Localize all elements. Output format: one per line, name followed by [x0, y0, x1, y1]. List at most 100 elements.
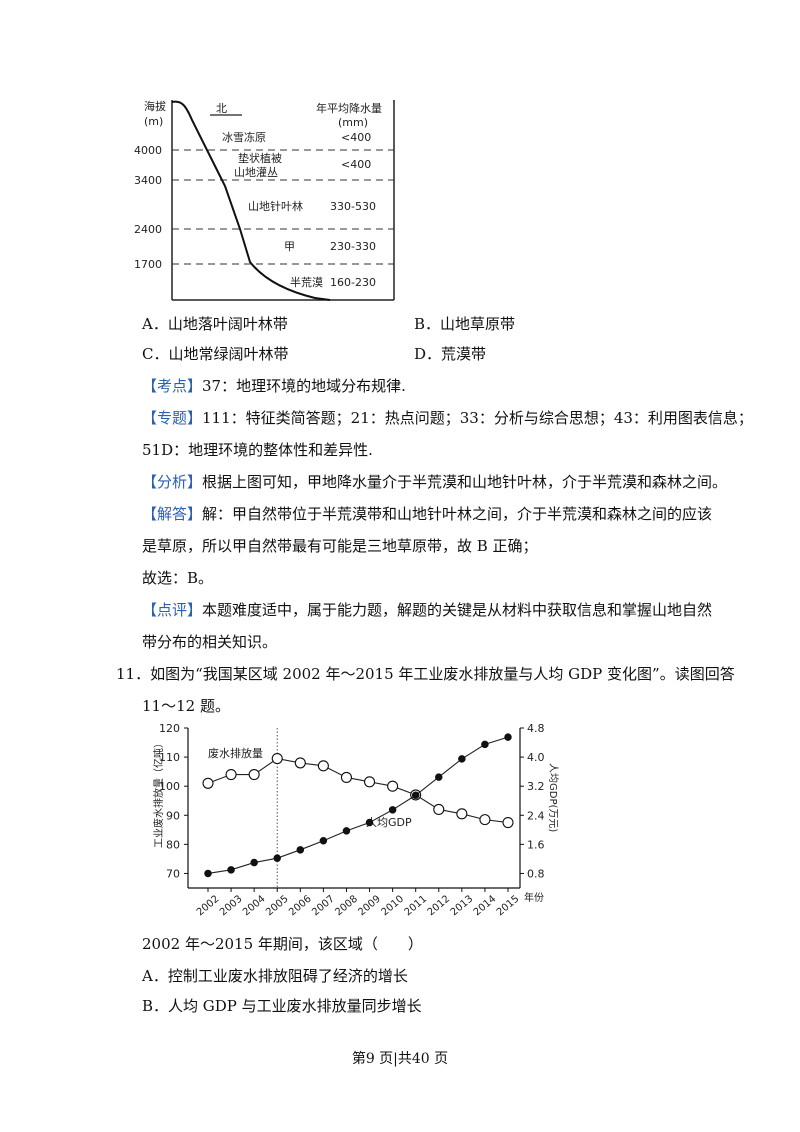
dianping-text-2: 带分布的相关知识。 — [142, 633, 278, 651]
fenxi-text: 根据上图可知，甲地降水量介于半荒漠和山地针叶林，介于半荒漠和森林之间。 — [202, 473, 728, 491]
option-b: B．山地草原带 — [414, 315, 516, 333]
kaodian-line: 【考点】37：地理环境的地域分布规律. — [142, 376, 406, 396]
tick-3400: 3400 — [134, 174, 162, 187]
gdp-point-2009 — [365, 818, 374, 827]
y-left-label: 工业废水排放量（亿吨） — [152, 738, 165, 848]
zone-name-3: 山地针叶林 — [248, 199, 303, 213]
wastewater-point-2010 — [387, 780, 399, 792]
q11-stem-1: 11．如图为“我国某区域 2002 年～2015 年工业废水排放量与人均 GDP… — [116, 665, 735, 683]
gdp-point-2005 — [273, 854, 281, 862]
gdp-point-2012 — [435, 773, 443, 781]
x-unit-label: 年份 — [524, 891, 544, 904]
wastewater-point-2013 — [456, 808, 468, 820]
y-left-tick-label-70: 70 — [166, 867, 180, 880]
zone-precip-4: 230-330 — [330, 240, 376, 253]
gdp-point-2004 — [250, 858, 258, 867]
jieda-line-1: 【解答】解：甲自然带位于半荒漠带和山地针叶林之间，介于半荒漠和森林之间的应该 — [142, 504, 712, 524]
zone-name-5: 半荒漠 — [290, 275, 323, 289]
series-label-wastewater: 废水排放量 — [208, 746, 263, 760]
zone-name-4: 甲 — [284, 240, 295, 253]
x-tick-label-2005: 2005 — [264, 894, 291, 919]
q11-option-a: A．控制工业废水排放阻碍了经济的增长 — [142, 967, 408, 985]
y-left-tick-label-100: 100 — [159, 780, 180, 793]
x-tick-label-2004: 2004 — [241, 894, 268, 919]
zone-precip-3: 330-530 — [330, 200, 376, 213]
wastewater-point-2006 — [294, 757, 306, 769]
kaodian-text: 37：地理环境的地域分布规律. — [202, 377, 406, 395]
dianping-text-1: 本题难度适中，属于能力题，解题的关键是从材料中获取信息和掌握山地自然 — [202, 601, 713, 619]
wastewater-point-2014 — [479, 814, 491, 826]
gdp-point-2007 — [319, 836, 328, 845]
option-a: A．山地落叶阔叶林带 — [142, 315, 288, 333]
gdp-point-2011 — [411, 791, 420, 800]
wastewater-gdp-chart: 废水排放量 人均GDP 年份 工业废水排放量（亿吨） 人均GDP(万元) 70 8… — [140, 718, 560, 923]
jieda-tag: 【解答】 — [142, 505, 203, 523]
altitude-unit: (m) — [144, 115, 163, 128]
option-d: D．荒漠带 — [414, 345, 487, 363]
wastewater-point-2015 — [502, 816, 514, 829]
gdp-point-2013 — [458, 755, 466, 763]
zhuanti-line-1: 【专题】111：特征类简答题；21：热点问题；33：分析与综合思想；43：利用图… — [142, 408, 753, 428]
gdp-point-2008 — [342, 827, 351, 835]
dianping-line-1: 【点评】本题难度适中，属于能力题，解题的关键是从材料中获取信息和掌握山地自然 — [142, 600, 712, 620]
y-right-tick-label-2.4: 2.4 — [527, 809, 545, 822]
wastewater-point-2007 — [317, 760, 329, 772]
x-tick-label-2008: 2008 — [333, 894, 360, 919]
series-label-gdp: 人均GDP — [366, 816, 412, 829]
wastewater-point-2002 — [202, 777, 214, 789]
gdp-point-2015 — [504, 733, 512, 741]
y-right-tick-label-4.8: 4.8 — [527, 722, 545, 735]
zone-name-2a: 垫状植被 — [238, 151, 282, 165]
y-right-tick-label-0.8: 0.8 — [527, 867, 545, 880]
y-left-tick-label-80: 80 — [166, 838, 180, 851]
wastewater-point-2003 — [225, 768, 237, 781]
zone-precip-5: 160-230 — [330, 276, 376, 289]
kaodian-tag: 【考点】 — [142, 377, 203, 395]
tick-4000: 4000 — [134, 144, 162, 157]
jieda-text-1: 解：甲自然带位于半荒漠带和山地针叶林之间，介于半荒漠和森林之间的应该 — [202, 505, 713, 523]
gdp-point-2002 — [204, 869, 212, 878]
gdp-point-2010 — [388, 806, 397, 814]
y-right-tick-label-3.2: 3.2 — [527, 780, 545, 793]
x-tick-label-2012: 2012 — [426, 894, 453, 919]
zhuanti-tag: 【专题】 — [142, 409, 203, 427]
dianping-tag: 【点评】 — [142, 601, 203, 619]
gdp-point-2006 — [296, 846, 305, 854]
wastewater-point-2004 — [248, 768, 260, 781]
chart-svg: 废水排放量 人均GDP 年份 工业废水排放量（亿吨） 人均GDP(万元) 70 8… — [152, 722, 559, 919]
page-footer: 第9 页|共40 页 — [351, 1051, 449, 1067]
option-c: C．山地常绿阔叶林带 — [142, 345, 289, 363]
zone-name-2b: 山地灌丛 — [234, 166, 278, 179]
fenxi-line: 【分析】根据上图可知，甲地降水量介于半荒漠和山地针叶林，介于半荒漠和森林之间。 — [142, 472, 727, 492]
x-tick-label-2007: 2007 — [310, 894, 337, 919]
precip-title: 年平均降水量 — [316, 101, 382, 115]
altitude-title: 海拔 — [144, 99, 166, 113]
altitude-zone-svg: 北 海拔 (m) 4000 3400 2400 1700 年平均降水量 (mm)… — [134, 99, 395, 301]
tick-1700: 1700 — [134, 258, 162, 271]
zone-precip-2: <400 — [341, 158, 371, 171]
x-tick-label-2015: 2015 — [495, 894, 522, 919]
wastewater-point-2009 — [363, 776, 376, 788]
y-right-label: 人均GDP(万元) — [547, 763, 559, 832]
q11-option-b: B．人均 GDP 与工业废水排放量同步增长 — [142, 997, 422, 1015]
x-tick-label-2014: 2014 — [472, 894, 499, 919]
q11-question: 2002 年～2015 年期间，该区域（ ） — [142, 935, 423, 953]
jieda-text-2: 是草原，所以甲自然带最有可能是三地草原带，故 B 正确； — [142, 537, 538, 555]
zone-precip-1: <400 — [341, 131, 371, 144]
x-tick-label-2013: 2013 — [449, 894, 476, 919]
north-label: 北 — [216, 102, 227, 115]
y-left-tick-label-110: 110 — [159, 751, 180, 764]
y-right-tick-label-1.6: 1.6 — [527, 838, 545, 851]
precip-unit: (mm) — [338, 116, 368, 129]
x-tick-label-2002: 2002 — [195, 894, 222, 919]
gdp-point-2003 — [227, 866, 235, 874]
terrain-profile-curve — [171, 100, 331, 301]
jieda-text-3: 故选：B。 — [142, 569, 214, 587]
x-tick-label-2003: 2003 — [218, 894, 245, 919]
zone-name-1: 冰雪冻原 — [222, 130, 266, 144]
y-left-tick-label-90: 90 — [166, 809, 180, 822]
x-tick-label-2011: 2011 — [403, 894, 430, 919]
x-tick-label-2006: 2006 — [287, 894, 314, 919]
fenxi-tag: 【分析】 — [142, 473, 203, 491]
wastewater-point-2005 — [271, 752, 283, 765]
